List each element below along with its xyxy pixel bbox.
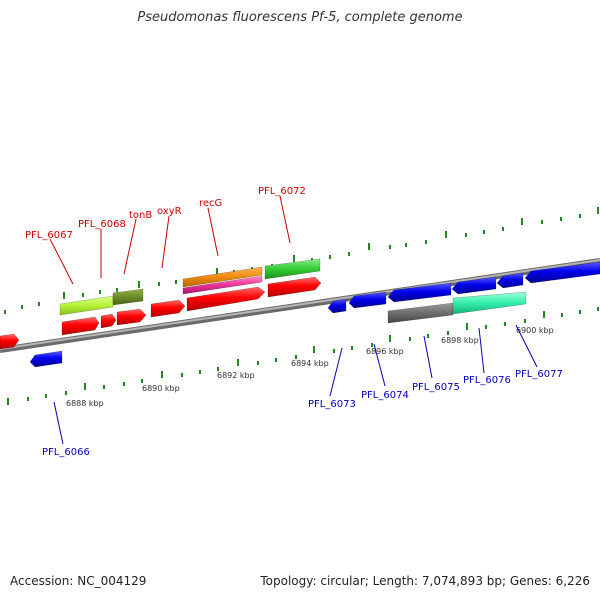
feature-green[interactable] — [264, 258, 321, 280]
feature-olive[interactable] — [112, 288, 144, 306]
gene-label-recg[interactable]: recG — [199, 198, 222, 209]
gene-arrow-pfl-6076[interactable] — [451, 276, 497, 295]
gene-arrow-pfl-6067[interactable] — [61, 316, 100, 336]
feature-orange[interactable] — [182, 266, 263, 288]
gene-arrow-pfl-6073[interactable] — [327, 298, 347, 314]
gene-label-pfl-6074[interactable]: PFL_6074 — [361, 390, 409, 401]
scale-label-6894: 6894 kbp — [291, 359, 329, 368]
gene-arrow-right-edge[interactable] — [524, 261, 600, 284]
genome-backbone-highlight — [0, 259, 600, 350]
scale-label-6892: 6892 kbp — [217, 371, 255, 380]
gene-arrow-pfl-6066[interactable] — [29, 350, 63, 368]
feature-lime[interactable] — [59, 295, 114, 316]
gene-label-pfl-6073[interactable]: PFL_6073 — [308, 399, 356, 410]
bottom-leader-lines — [53, 324, 538, 445]
gene-label-pfl-6075[interactable]: PFL_6075 — [412, 382, 460, 393]
map-title: Pseudomonas fluorescens Pf-5, complete g… — [137, 10, 463, 25]
accession-text: Accession: NC_004129 — [10, 574, 147, 588]
scale-label-6896: 6896 kbp — [366, 347, 404, 356]
scale-label-6890: 6890 kbp — [142, 384, 180, 393]
gene-label-pfl-6076[interactable]: PFL_6076 — [463, 375, 511, 386]
lower-scale-ticks — [7, 307, 599, 405]
gene-arrow-tonb[interactable] — [116, 308, 147, 326]
gene-label-oxyr[interactable]: oxyR — [157, 206, 182, 217]
gene-arrow-pfl-6075[interactable] — [387, 282, 452, 303]
genome-summary-text: Topology: circular; Length: 7,074,893 bp… — [260, 574, 590, 588]
scale-label-6900: 6900 kbp — [516, 326, 554, 335]
feature-magenta[interactable] — [182, 275, 263, 295]
scale-label-6888: 6888 kbp — [66, 399, 104, 408]
gene-arrow-pfl-6068[interactable] — [100, 313, 117, 329]
feature-dark-gray[interactable] — [387, 302, 454, 324]
gene-arrow-pfl-6077[interactable] — [496, 272, 524, 289]
gene-label-pfl-6072[interactable]: PFL_6072 — [258, 186, 306, 197]
gene-arrow-oxyr[interactable] — [150, 299, 186, 318]
top-leader-lines — [49, 195, 291, 285]
scale-label-6898: 6898 kbp — [441, 336, 479, 345]
gene-label-pfl-6068[interactable]: PFL_6068 — [78, 219, 126, 230]
gene-arrow-pfl-6072[interactable] — [267, 276, 322, 298]
reverse-features — [0, 261, 600, 368]
gene-arrow-left-edge[interactable] — [0, 333, 20, 350]
gene-arrow-recg[interactable] — [186, 286, 266, 312]
gene-arrow-pfl-6074[interactable] — [348, 291, 387, 309]
gene-label-tonb[interactable]: tonB — [129, 210, 152, 221]
gene-label-pfl-6066[interactable]: PFL_6066 — [42, 447, 90, 458]
gene-label-pfl-6067[interactable]: PFL_6067 — [25, 230, 73, 241]
forward-features — [59, 258, 322, 336]
feature-mint[interactable] — [452, 291, 527, 315]
gene-label-pfl-6077[interactable]: PFL_6077 — [515, 369, 563, 380]
